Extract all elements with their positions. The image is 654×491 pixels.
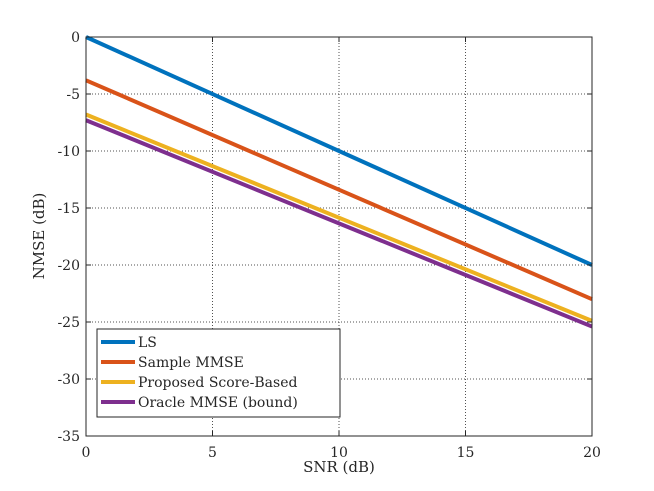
legend-label-3: Oracle MMSE (bound) <box>138 395 298 411</box>
legend-label-0: LS <box>138 335 157 351</box>
legend-label-1: Sample MMSE <box>138 355 244 371</box>
y-tick-label: -10 <box>57 144 80 160</box>
y-tick-label: -20 <box>57 258 80 274</box>
x-tick-label: 15 <box>457 445 475 461</box>
series-line-3 <box>85 118 593 329</box>
y-tick-label: -15 <box>57 201 80 217</box>
series-line-2 <box>85 112 593 323</box>
y-tick-label: -5 <box>66 87 80 103</box>
series-lines <box>85 35 593 329</box>
legend: LS Sample MMSE Proposed Score-Based Oracle … <box>96 328 341 418</box>
y-tick-label: -30 <box>57 372 80 388</box>
y-tick-label: 0 <box>71 30 80 46</box>
legend-box <box>96 328 341 418</box>
x-tick-label: 5 <box>208 445 217 461</box>
y-tick-label: -25 <box>57 315 80 331</box>
y-axis-label: NMSE (dB) <box>30 193 48 280</box>
y-tick-label: -35 <box>57 429 80 445</box>
x-tick-label: 10 <box>330 445 348 461</box>
x-axis-label: SNR (dB) <box>303 458 375 476</box>
x-tick-label: 20 <box>583 445 601 461</box>
series-line-1 <box>85 78 593 302</box>
axis-ticks: 0 5 10 15 20 0 -5 -10 -15 -20 -25 -30 -35 <box>57 30 600 461</box>
legend-label-2: Proposed Score-Based <box>138 375 297 391</box>
x-tick-label: 0 <box>82 445 91 461</box>
series-line-0 <box>85 35 593 267</box>
